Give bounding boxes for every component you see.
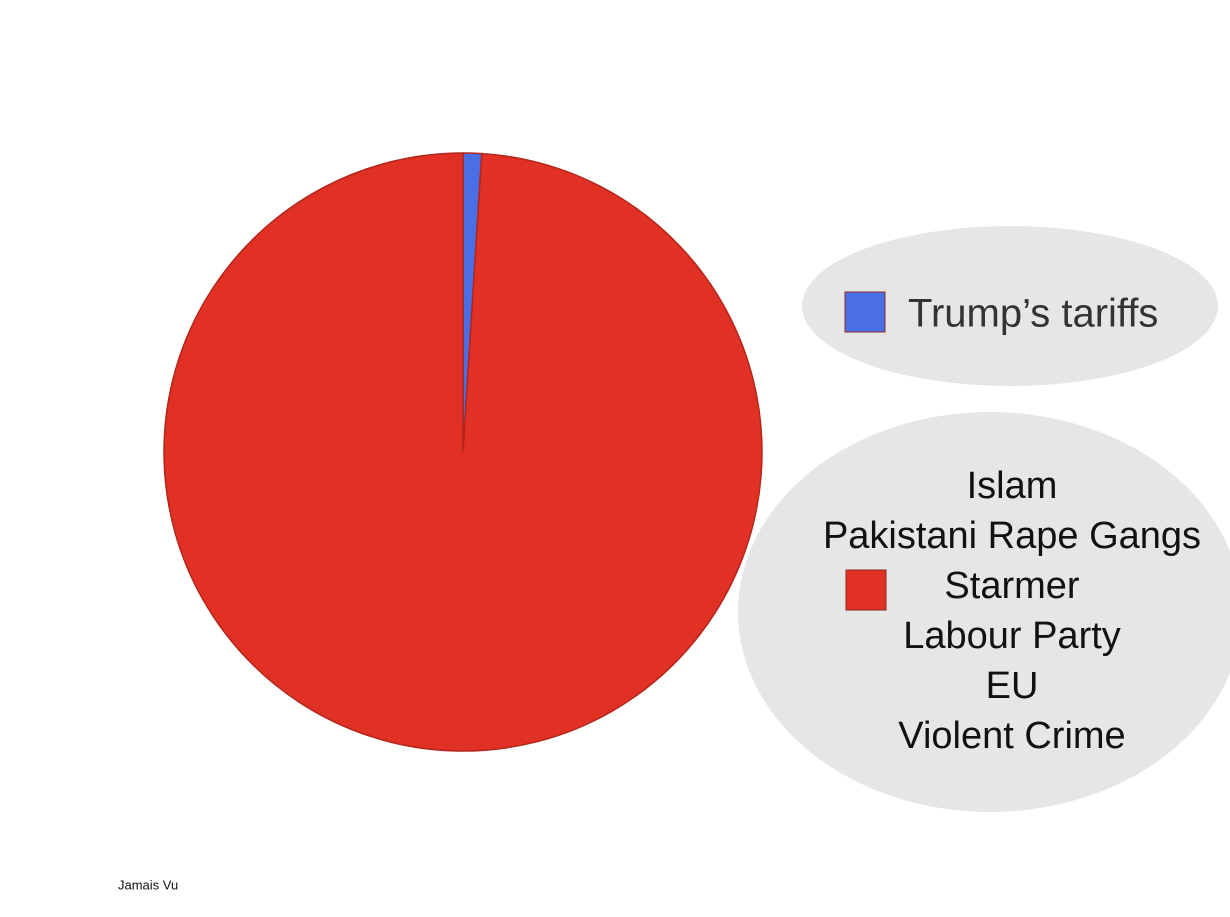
legend-swatch	[845, 569, 887, 611]
legend-bubble	[738, 412, 1230, 812]
legend-bubble	[802, 226, 1218, 386]
legend-label: Starmer	[944, 565, 1079, 607]
credit: Jamais Vu	[118, 877, 178, 892]
legend-swatch	[844, 291, 886, 333]
legend-label: Labour Party	[903, 615, 1121, 657]
legend-label: Trump’s tariffs	[908, 292, 1158, 336]
legend-label: Pakistani Rape Gangs	[823, 515, 1201, 557]
legend-label: Violent Crime	[898, 715, 1125, 757]
legend-label: Islam	[967, 465, 1058, 507]
pie-slice	[163, 152, 763, 752]
legend-label: EU	[986, 665, 1039, 707]
